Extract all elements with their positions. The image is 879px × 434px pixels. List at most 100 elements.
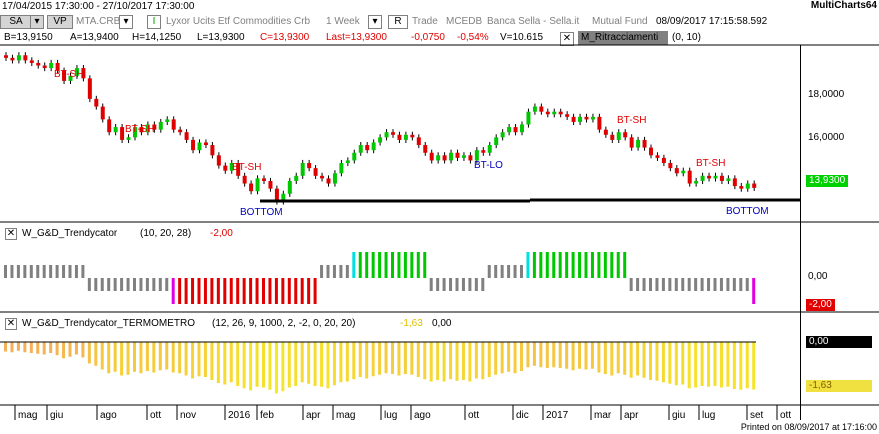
candle-body bbox=[126, 137, 131, 140]
indicator1-bar bbox=[487, 265, 491, 278]
indicator1-bar bbox=[236, 278, 240, 304]
candle-body bbox=[281, 193, 286, 202]
indicator2-bar bbox=[694, 342, 698, 388]
indicator2-bar bbox=[584, 342, 588, 370]
indicator1-bar bbox=[197, 278, 201, 304]
indicator1-bar bbox=[294, 278, 298, 304]
time-label: apr bbox=[624, 410, 639, 421]
candle-body bbox=[62, 70, 67, 81]
indicator1-bar bbox=[642, 278, 646, 291]
indicator1-bar bbox=[590, 252, 594, 278]
indicator2-bar bbox=[732, 342, 736, 389]
indicator1-bar bbox=[623, 252, 627, 278]
candle-body bbox=[500, 132, 505, 138]
candle-body bbox=[55, 62, 60, 71]
candle-body bbox=[719, 175, 724, 181]
candle-body bbox=[481, 150, 486, 153]
indicator1-bar bbox=[158, 278, 162, 291]
indicator1-bar bbox=[494, 265, 498, 278]
indicator2-bar bbox=[674, 342, 678, 386]
indicator2-bar bbox=[539, 342, 543, 368]
indicator2-bar bbox=[113, 342, 117, 372]
indicator1-bar bbox=[416, 252, 420, 278]
candle-body bbox=[745, 183, 750, 189]
candle-body bbox=[23, 55, 28, 61]
candle-body bbox=[229, 163, 234, 171]
candle-body bbox=[365, 145, 370, 151]
annotation-bt-sh-3: BT-SH bbox=[232, 162, 261, 173]
indicator1-bar bbox=[268, 278, 272, 304]
indicator1-bar bbox=[100, 278, 104, 291]
indicator2-bar bbox=[229, 342, 233, 383]
close-indicator2-icon[interactable]: ✕ bbox=[5, 318, 17, 330]
indicator1-bar bbox=[681, 278, 685, 291]
indicator1-bar bbox=[410, 252, 414, 278]
price-tick-18: 18,0000 bbox=[808, 89, 845, 100]
candle-body bbox=[700, 175, 705, 181]
candle-body bbox=[468, 155, 473, 161]
sa-dropdown-icon[interactable]: ▾ bbox=[30, 15, 44, 29]
indicator2-bar bbox=[449, 342, 453, 380]
indicator1-bar bbox=[107, 278, 111, 291]
percent-change: -0,54% bbox=[457, 32, 489, 43]
indicator2-bar bbox=[294, 342, 298, 386]
candle-body bbox=[545, 111, 550, 115]
indicator1-bar bbox=[320, 265, 324, 278]
symbol-dropdown-icon[interactable]: ▾ bbox=[119, 15, 133, 29]
indicator1-bar bbox=[113, 278, 117, 291]
indicator1-bar bbox=[481, 278, 485, 291]
candle-body bbox=[210, 145, 215, 156]
indicator2-bar bbox=[152, 342, 156, 373]
volume-value: V=10.615 bbox=[500, 32, 544, 43]
indicator2-bar bbox=[268, 342, 272, 390]
indicator2-bar bbox=[223, 342, 227, 385]
indicator2-bar bbox=[391, 342, 394, 374]
close-indicator1-icon[interactable]: ✕ bbox=[5, 228, 17, 240]
r-button[interactable]: R bbox=[388, 15, 408, 29]
indicator2-bar bbox=[326, 342, 330, 389]
indicator2-bar bbox=[681, 342, 685, 385]
candle-body bbox=[262, 178, 266, 181]
indicator1-bar bbox=[545, 252, 549, 278]
indicator2-bar bbox=[255, 342, 259, 387]
indicator1-bar bbox=[700, 278, 704, 291]
indicator2-bar bbox=[745, 342, 749, 389]
indicator1-bar bbox=[565, 252, 569, 278]
indicator2-bar bbox=[358, 342, 362, 377]
indicator2-bar bbox=[87, 342, 91, 364]
indicator1-bar bbox=[152, 278, 156, 291]
candle-body bbox=[429, 152, 434, 161]
interval-label: 1 Week bbox=[326, 16, 360, 27]
time-label: nov bbox=[180, 410, 196, 421]
candle-body bbox=[397, 134, 402, 140]
candle-body bbox=[216, 155, 221, 166]
indicator2-bar bbox=[403, 342, 407, 374]
chart-type-icon[interactable]: I bbox=[147, 15, 161, 29]
indicator1-bar bbox=[74, 265, 78, 278]
indicator1-bar bbox=[29, 265, 33, 278]
indicator2-bar bbox=[55, 342, 59, 356]
indicator2-bar bbox=[242, 342, 246, 389]
candle-body bbox=[642, 139, 647, 148]
indicator2-bar bbox=[210, 342, 214, 380]
indicator2-bar bbox=[578, 342, 582, 369]
indicator2-bar bbox=[629, 342, 633, 378]
indicator2-bar bbox=[558, 342, 562, 368]
indicator1-bar bbox=[449, 278, 453, 291]
indicator2-bar bbox=[371, 342, 375, 377]
candle-body bbox=[339, 163, 344, 174]
time-label: ott bbox=[780, 410, 791, 421]
candle-body bbox=[597, 116, 602, 130]
indicator2-bar bbox=[474, 342, 478, 379]
indicator1-bar bbox=[133, 278, 136, 291]
interval-dropdown-icon[interactable]: ▾ bbox=[368, 15, 382, 29]
indicator1-bar bbox=[455, 278, 459, 291]
indicator1-bar bbox=[365, 252, 369, 278]
indicator1-bar bbox=[507, 265, 511, 278]
candle-body bbox=[294, 175, 299, 181]
indicator2-bar bbox=[603, 342, 607, 374]
candle-body bbox=[300, 163, 305, 176]
indicator2-bar bbox=[287, 342, 291, 388]
indicator2-bar bbox=[713, 342, 717, 386]
vp-button[interactable]: VP bbox=[47, 15, 73, 29]
